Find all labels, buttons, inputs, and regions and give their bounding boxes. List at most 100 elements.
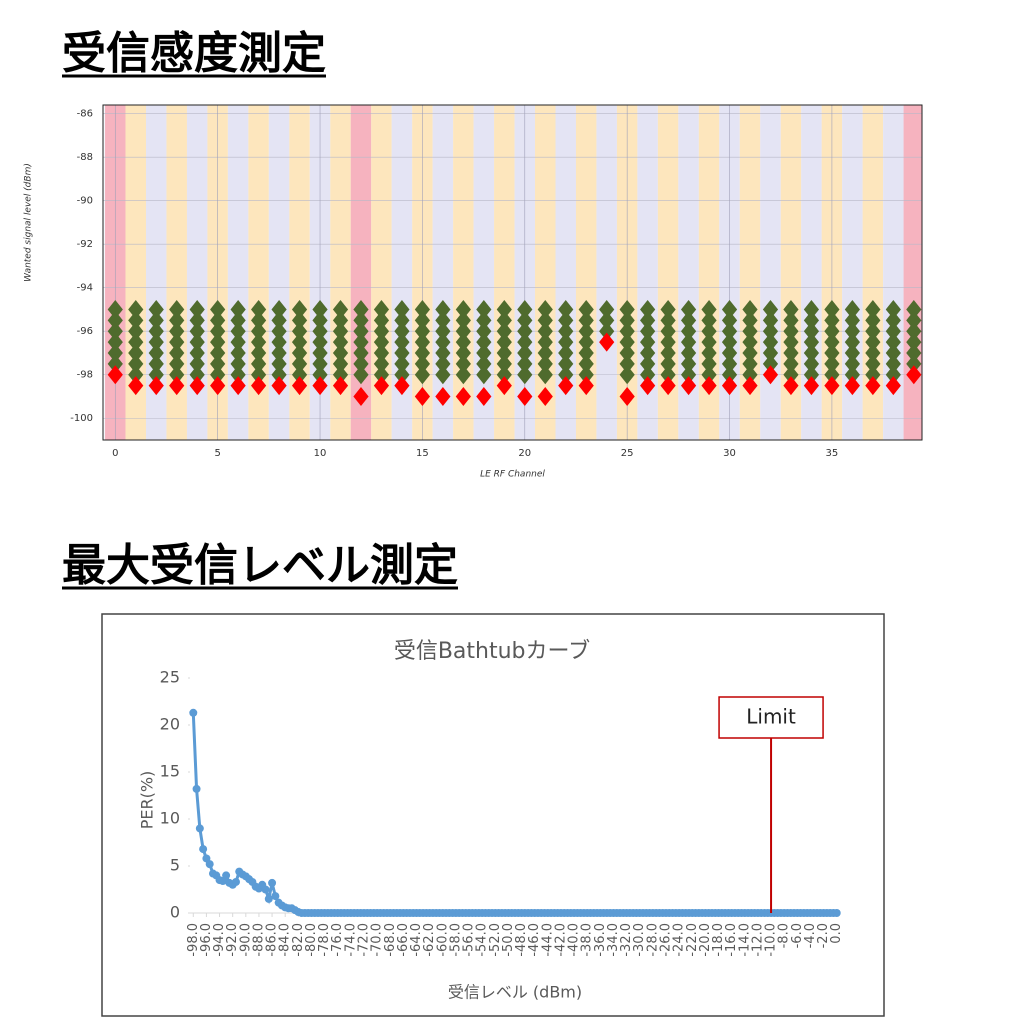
point [268, 878, 277, 887]
point [578, 343, 594, 363]
x-tick-label: -74.0 [343, 923, 358, 957]
point [251, 321, 267, 341]
point [496, 365, 512, 385]
x-tick-label: -16.0 [724, 923, 739, 957]
point [210, 310, 226, 330]
point [394, 376, 410, 396]
point [578, 321, 594, 341]
point [496, 310, 512, 330]
x-tick-label: 30 [723, 448, 736, 459]
point [558, 310, 574, 330]
point [271, 376, 287, 396]
y-tick-label: 0 [170, 903, 180, 922]
point [496, 299, 512, 319]
point [558, 321, 574, 341]
point [885, 332, 901, 352]
chart-title: 受信Bathtubカーブ [394, 639, 590, 664]
channel-band [883, 105, 904, 440]
point [169, 365, 185, 385]
point [476, 332, 492, 352]
channel-band [739, 105, 761, 440]
point [353, 365, 369, 385]
point [435, 365, 451, 385]
point [619, 299, 635, 319]
point [332, 310, 349, 330]
point [128, 343, 144, 363]
channel-band [637, 105, 658, 440]
point [128, 376, 144, 396]
point [824, 354, 840, 374]
point [210, 321, 226, 341]
channel-band [494, 105, 515, 440]
point [230, 343, 246, 363]
point [496, 343, 512, 363]
point [537, 321, 553, 341]
point [148, 332, 164, 352]
point [353, 321, 369, 341]
point [619, 386, 635, 406]
point [537, 354, 553, 374]
x-tick-label: -26.0 [659, 923, 674, 957]
point [251, 365, 267, 385]
point [210, 343, 226, 363]
point [148, 310, 164, 330]
point [373, 376, 390, 396]
channel-band [166, 105, 187, 440]
point [189, 332, 205, 352]
point [721, 354, 738, 374]
point [865, 354, 881, 374]
point [537, 365, 553, 385]
point [189, 708, 198, 717]
channel-band [330, 105, 351, 440]
x-tick-label: -92.0 [225, 923, 240, 957]
point [517, 332, 533, 352]
point [558, 365, 574, 385]
heading: 受信感度測定 [62, 28, 326, 79]
x-tick-label: -76.0 [330, 923, 345, 957]
point [230, 376, 246, 396]
point [721, 343, 738, 363]
point [414, 299, 431, 319]
point [128, 299, 144, 319]
point [803, 343, 820, 363]
point [558, 354, 574, 374]
y-tick-label: -90 [77, 196, 93, 207]
point [906, 332, 922, 352]
point [230, 299, 246, 319]
point [169, 354, 185, 374]
point [455, 332, 471, 352]
x-tick-label: -18.0 [711, 923, 726, 957]
point [558, 376, 574, 396]
point [230, 332, 246, 352]
channel-band [391, 105, 413, 440]
point [783, 310, 799, 330]
point [455, 365, 471, 385]
point [660, 321, 676, 341]
point [537, 299, 553, 319]
point [169, 376, 185, 396]
point [210, 299, 226, 319]
point [885, 321, 901, 341]
channel-band [453, 105, 474, 440]
point [762, 365, 779, 385]
channel-band [289, 105, 310, 440]
point [619, 343, 635, 363]
limit-label: Limit [746, 705, 796, 729]
point [906, 321, 922, 341]
x-tick-label: -66.0 [396, 923, 411, 957]
point [865, 332, 881, 352]
point [291, 365, 308, 385]
x-tick-label: -58.0 [448, 923, 463, 957]
point [435, 332, 451, 352]
point [578, 365, 594, 385]
point [291, 376, 308, 396]
channel-band [575, 105, 597, 440]
point [660, 376, 676, 396]
point [476, 310, 492, 330]
point [640, 365, 656, 385]
point [865, 365, 881, 385]
point [742, 365, 758, 385]
x-tick-label: -94.0 [212, 923, 227, 957]
point [332, 332, 349, 352]
point [291, 310, 308, 330]
